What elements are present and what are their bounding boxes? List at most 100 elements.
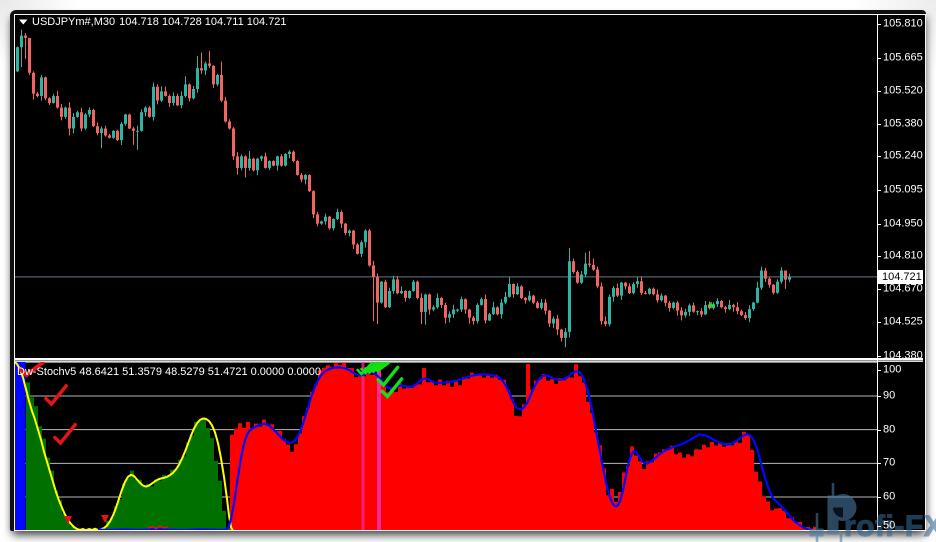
candle-body [728, 304, 731, 310]
buy-check-icon [364, 361, 382, 375]
indicator-scale-label: 50 [883, 519, 896, 532]
candle-body [596, 269, 599, 287]
candle-body [560, 329, 563, 338]
sell-arrow-icon [64, 516, 72, 524]
symbol-dropdown-arrow-icon[interactable] [19, 19, 28, 25]
candle-body [156, 86, 159, 101]
candle-body [744, 315, 747, 319]
candle-body [200, 68, 203, 71]
candle-body [300, 174, 303, 180]
candle-body [428, 294, 431, 310]
buy-check-icon [376, 365, 400, 388]
candle-body [492, 307, 495, 315]
candle-body [312, 191, 315, 215]
candle-body [444, 304, 447, 318]
candle-body [44, 77, 47, 99]
price-label: 105.810 [883, 17, 923, 30]
candle-body [124, 114, 127, 124]
candle-body [144, 107, 147, 113]
stoch-main-line [97, 366, 814, 530]
candle-body [344, 223, 347, 233]
candle-body [176, 95, 179, 106]
candle-body [460, 299, 463, 310]
chart-window[interactable] [10, 10, 926, 531]
candle-body [132, 128, 135, 131]
axis-tick [877, 256, 881, 258]
candle-body [220, 75, 223, 101]
indicator-scale-label: 100 [883, 363, 902, 376]
candle-body [656, 294, 659, 301]
price-label: 105.240 [883, 149, 923, 162]
candle-body [732, 304, 735, 308]
histogram-bullish [230, 362, 814, 530]
candle-body [244, 156, 247, 168]
candle-body [360, 242, 363, 254]
candle-body [212, 65, 215, 85]
candle-body [536, 302, 539, 308]
price-axis[interactable]: 104.721 105.810 105.665 105.520 105.380 105.… [877, 15, 923, 532]
candle-body [760, 270, 763, 288]
candle-body [388, 290, 391, 308]
candle-body [216, 75, 219, 85]
candle-body [208, 63, 211, 66]
price-label: 105.665 [883, 51, 923, 64]
candle-body [140, 112, 143, 131]
candle-body [100, 128, 103, 134]
candle-body [280, 156, 283, 166]
buy-check-icon [368, 361, 386, 374]
axis-tick [877, 123, 881, 125]
buy-check-icon [356, 361, 374, 376]
candle-body [340, 212, 343, 224]
candle-body [348, 230, 351, 233]
candle-body [128, 114, 131, 129]
candle-body [172, 95, 175, 103]
axis-tick [877, 190, 881, 191]
sell-arrow-icon [101, 515, 109, 523]
candle-body [276, 156, 279, 166]
candle-body [512, 284, 515, 295]
indicator-scale-label: 90 [883, 389, 896, 402]
main-chart-pane[interactable] [15, 15, 877, 357]
candle-body [520, 286, 523, 298]
candle-body [640, 281, 643, 293]
pane-separator[interactable] [15, 358, 923, 362]
ohlc-readout: 104.718 104.728 104.711 104.721 [119, 16, 287, 28]
candle-body [40, 77, 43, 96]
candle-body [476, 304, 479, 322]
candle-body [636, 281, 639, 285]
stoch-start-bar [15, 362, 26, 530]
sell-check-icon [53, 423, 77, 446]
axis-tick [877, 57, 881, 59]
candle-body [788, 276, 791, 280]
event-vline [377, 362, 381, 530]
candle-body [368, 230, 371, 266]
candle-body [376, 277, 379, 303]
candle-body [196, 68, 199, 90]
candle-body [552, 318, 555, 324]
axis-tick [877, 463, 881, 465]
candle-body [576, 271, 579, 283]
candle-body [408, 290, 411, 298]
candle-body [392, 279, 395, 291]
indicator-pane[interactable] [15, 361, 877, 530]
candle-body [496, 307, 499, 315]
candle-body [764, 270, 767, 279]
candle-body [580, 274, 583, 283]
candle-body [712, 304, 715, 309]
candle-body [320, 221, 323, 224]
candle-body [688, 305, 691, 312]
event-vline [361, 362, 365, 530]
price-label: 105.520 [883, 84, 923, 97]
candle-body [396, 279, 399, 294]
buy-check-icon [380, 377, 404, 400]
candle-body [116, 130, 119, 141]
candle-body [260, 156, 263, 159]
candle-body [480, 299, 483, 305]
sell-check-icon [44, 384, 68, 407]
candle-body [256, 158, 259, 171]
candle-body [264, 156, 267, 168]
axis-tick [877, 91, 881, 93]
candle-body [108, 135, 111, 138]
axis-tick [877, 370, 881, 371]
candle-body [352, 230, 355, 245]
